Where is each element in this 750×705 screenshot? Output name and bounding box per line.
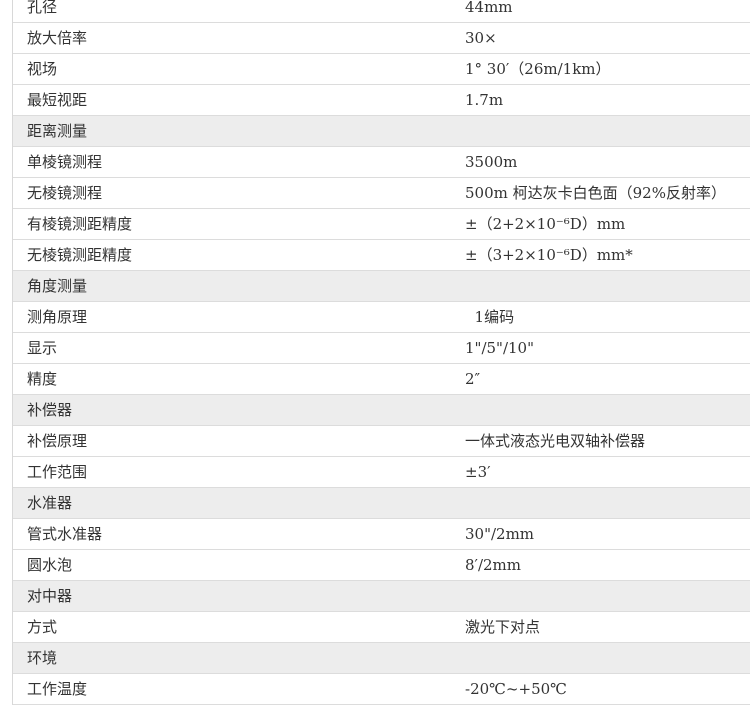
spec-row: 补偿原理 一体式液态光电双轴补偿器 (13, 426, 750, 457)
spec-label: 方式 (27, 618, 58, 636)
spec-row: 无棱镜测距精度 ±（3+2×10⁻⁶D）mm* (13, 240, 750, 271)
spec-row: 圆水泡 8′/2mm (13, 550, 750, 581)
spec-value: 1° 30′（26m/1km） (465, 60, 611, 78)
spec-value: 1"/5"/10" (465, 339, 534, 357)
spec-label: 角度测量 (27, 277, 88, 295)
spec-value: 30"/2mm (465, 525, 535, 543)
spec-value: 3500m (465, 153, 518, 171)
spec-label: 无棱镜测距精度 (27, 246, 133, 264)
spec-row: 方式 激光下对点 (13, 612, 750, 643)
spec-label: 放大倍率 (27, 29, 88, 47)
spec-row: 视场 1° 30′（26m/1km） (13, 54, 750, 85)
spec-label: 水准器 (27, 494, 73, 512)
spec-value: 30× (465, 29, 497, 47)
spec-row: 单棱镜测程 3500m (13, 147, 750, 178)
spec-value: 激光下对点 (465, 618, 541, 636)
page: 孔径 44mm 放大倍率 30× 视场 1° 30′（26m/1km） 最短视距 1.7m 距离… (12, 0, 750, 705)
spec-label: 工作温度 (27, 680, 88, 698)
spec-row: 孔径 44mm (13, 0, 750, 23)
spec-value: -20℃~+50℃ (465, 680, 567, 698)
spec-value: 1编码 (465, 308, 515, 326)
spec-value: ±（2+2×10⁻⁶D）mm (465, 215, 626, 233)
spec-value: 一体式液态光电双轴补偿器 (465, 432, 646, 450)
spec-label: 对中器 (27, 587, 73, 605)
spec-label: 精度 (27, 370, 58, 388)
section-row: 水准器 (13, 488, 750, 519)
spec-label: 补偿器 (27, 401, 73, 419)
spec-label: 显示 (27, 339, 58, 357)
spec-value: ±（3+2×10⁻⁶D）mm* (465, 246, 633, 264)
spec-label: 视场 (27, 60, 58, 78)
spec-row: 无棱镜测程 500m 柯达灰卡白色面（92%反射率） (13, 178, 750, 209)
spec-label: 有棱镜测距精度 (27, 215, 133, 233)
spec-label: 距离测量 (27, 122, 88, 140)
spec-row: 测角原理 1编码 (13, 302, 750, 333)
spec-row: 管式水准器 30"/2mm (13, 519, 750, 550)
spec-row: 工作范围 ±3′ (13, 457, 750, 488)
spec-row: 显示 1"/5"/10" (13, 333, 750, 364)
spec-label: 补偿原理 (27, 432, 88, 450)
section-row: 环境 (13, 643, 750, 674)
spec-value: 2″ (465, 370, 481, 388)
spec-value: ±3′ (465, 463, 491, 481)
spec-label: 孔径 (27, 0, 58, 16)
spec-row: 工作温度 -20℃~+50℃ (13, 674, 750, 705)
spec-label: 最短视距 (27, 91, 88, 109)
section-row: 补偿器 (13, 395, 750, 426)
spec-value: 8′/2mm (465, 556, 521, 574)
spec-table: 孔径 44mm 放大倍率 30× 视场 1° 30′（26m/1km） 最短视距 1.7m 距离… (12, 0, 750, 705)
spec-row: 放大倍率 30× (13, 23, 750, 54)
spec-label: 工作范围 (27, 463, 88, 481)
spec-value: 1.7m (465, 91, 504, 109)
spec-label: 无棱镜测程 (27, 184, 103, 202)
section-row: 对中器 (13, 581, 750, 612)
spec-row: 有棱镜测距精度 ±（2+2×10⁻⁶D）mm (13, 209, 750, 240)
spec-label: 管式水准器 (27, 525, 103, 543)
spec-label: 单棱镜测程 (27, 153, 103, 171)
spec-value: 500m 柯达灰卡白色面（92%反射率） (465, 184, 726, 202)
spec-row: 精度 2″ (13, 364, 750, 395)
spec-label: 测角原理 (27, 308, 88, 326)
section-row: 距离测量 (13, 116, 750, 147)
spec-label: 环境 (27, 649, 58, 667)
spec-value: 44mm (465, 0, 513, 16)
spec-label: 圆水泡 (27, 556, 73, 574)
section-row: 角度测量 (13, 271, 750, 302)
spec-row: 最短视距 1.7m (13, 85, 750, 116)
